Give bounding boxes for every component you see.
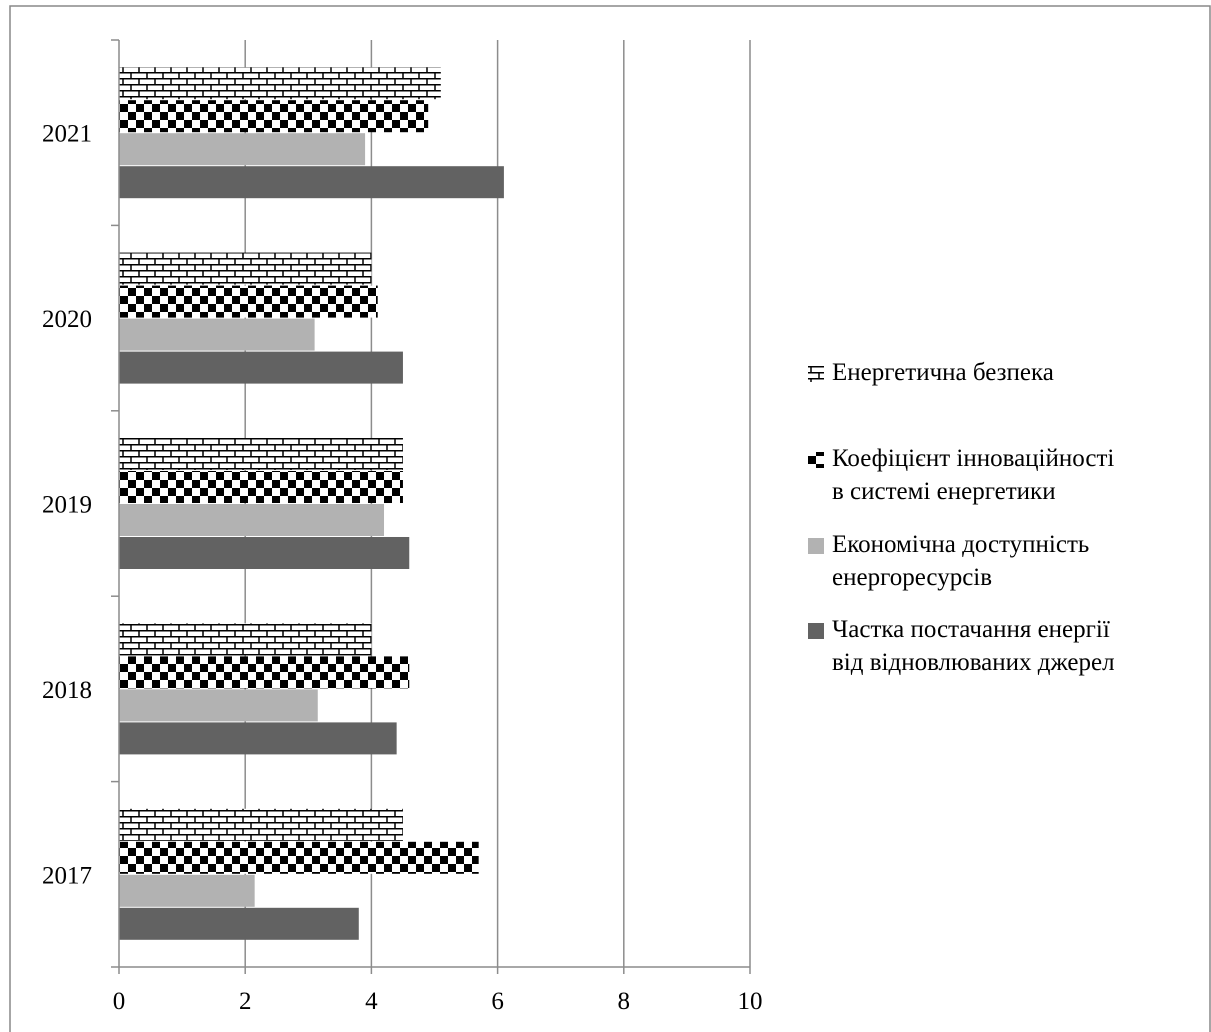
bar-2021-series-0 [119, 166, 504, 199]
x-tick-label: 0 [113, 988, 126, 1015]
category-label: 2018 [42, 677, 92, 704]
bar-2020-series-2 [119, 285, 378, 318]
bar-2018-series-0 [119, 722, 397, 755]
axes: 0 2 4 6 8 10 2017 2018 2019 2020 2021 [42, 39, 763, 1015]
category-label: 2021 [42, 121, 92, 148]
bar-2017-series-2 [119, 841, 479, 874]
legend: Енергетична безпека Коефіцієнт інноваційн… [808, 359, 1115, 676]
chart-border [9, 5, 1211, 1032]
bar-2020-series-0 [119, 351, 403, 384]
bar-2018-series-2 [119, 656, 410, 689]
bar-2020-series-3 [119, 252, 372, 285]
bar-2019-series-3 [119, 438, 403, 470]
x-tick-label: 8 [618, 988, 631, 1015]
legend-entry-0: Частка постачання енергії від відновлюван… [832, 616, 1115, 676]
bar-2017-series-3 [119, 808, 403, 841]
x-tick-label: 2 [239, 988, 252, 1015]
bars [119, 67, 504, 940]
legend-entry-3: Енергетична безпека [832, 359, 1054, 386]
bar-2021-series-1 [119, 133, 366, 166]
category-label: 2019 [42, 492, 92, 519]
bar-2018-series-1 [119, 689, 318, 722]
bar-2021-series-3 [119, 67, 441, 100]
bar-2020-series-1 [119, 318, 315, 351]
legend-swatch-3 [808, 366, 824, 382]
x-tick-label: 6 [491, 988, 504, 1015]
legend-swatch-0 [808, 623, 824, 639]
bar-2017-series-0 [119, 907, 359, 940]
legend-swatch-1 [808, 538, 824, 554]
legend-entry-2: Коефіцієнт інноваційності в системі енерг… [832, 445, 1114, 505]
bar-2019-series-1 [119, 504, 385, 536]
bar-2021-series-2 [119, 100, 429, 133]
legend-entry-1: Економічна доступність енергоресурсів [832, 531, 1089, 591]
bar-2018-series-3 [119, 623, 372, 656]
x-tick-label: 4 [365, 988, 378, 1015]
x-tick-label: 10 [738, 988, 763, 1015]
category-label: 2020 [42, 306, 92, 333]
bar-2019-series-0 [119, 537, 410, 569]
legend-swatch-2 [808, 452, 824, 468]
bar-2019-series-2 [119, 471, 403, 503]
bar-2017-series-1 [119, 874, 255, 907]
category-label: 2017 [42, 862, 92, 889]
